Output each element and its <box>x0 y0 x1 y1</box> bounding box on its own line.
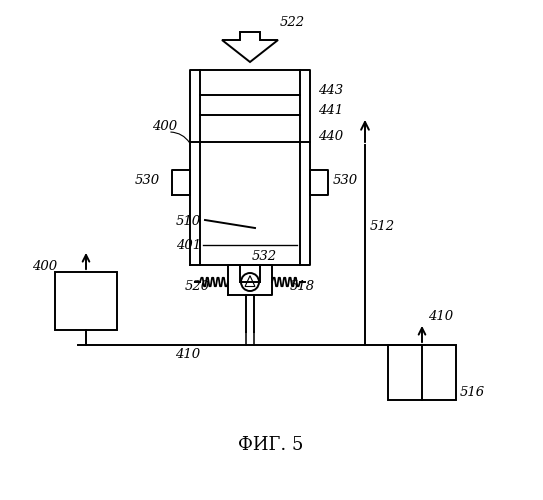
Text: 510: 510 <box>176 215 201 228</box>
Text: 512: 512 <box>370 220 395 233</box>
Polygon shape <box>222 32 278 62</box>
Text: ФИГ. 5: ФИГ. 5 <box>238 436 304 454</box>
Text: 410: 410 <box>428 310 453 323</box>
Bar <box>55 272 117 330</box>
Polygon shape <box>310 170 328 195</box>
Text: 440: 440 <box>318 130 343 143</box>
Text: 400: 400 <box>32 260 57 273</box>
Text: 520: 520 <box>185 280 210 293</box>
Circle shape <box>241 273 259 291</box>
Polygon shape <box>228 265 272 295</box>
Text: 443: 443 <box>318 84 343 97</box>
Text: 516: 516 <box>460 386 485 399</box>
Polygon shape <box>172 170 190 195</box>
Text: 400: 400 <box>152 120 177 133</box>
Text: 532: 532 <box>252 250 277 263</box>
Text: 522: 522 <box>280 16 305 29</box>
Text: 518: 518 <box>290 280 315 293</box>
Text: 441: 441 <box>318 104 343 117</box>
Bar <box>388 345 456 400</box>
Text: 401: 401 <box>176 239 201 252</box>
Text: 530: 530 <box>135 174 160 187</box>
Text: 530: 530 <box>333 174 358 187</box>
Text: 410: 410 <box>175 348 200 361</box>
